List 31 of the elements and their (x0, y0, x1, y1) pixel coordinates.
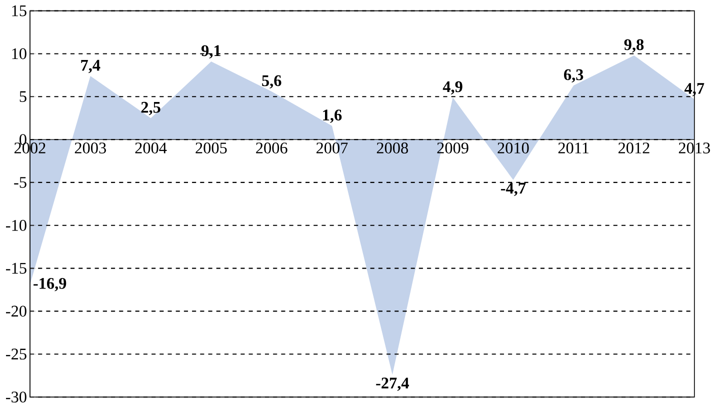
y-tick-label: -25 (6, 348, 26, 360)
x-tick-label: 2003 (74, 142, 106, 154)
x-tick-label: 2004 (135, 142, 167, 154)
data-label: 5,6 (262, 75, 282, 89)
x-tick-label: 2012 (618, 142, 650, 154)
data-label: -4,7 (500, 182, 526, 196)
x-tick-label: 2006 (256, 142, 288, 154)
data-label: -27,4 (376, 378, 409, 391)
y-tick-label: 5 (20, 91, 26, 102)
x-tick-label: 2005 (196, 142, 227, 154)
y-tick-label: 10 (12, 48, 26, 60)
y-tick-label: -15 (6, 262, 26, 274)
y-tick-label: -30 (6, 392, 26, 403)
data-label: 6,3 (564, 69, 584, 83)
data-label: 2,5 (141, 102, 160, 116)
y-tick-label: 15 (12, 5, 26, 16)
data-label: 1,6 (323, 110, 342, 123)
y-tick-label: -20 (6, 306, 26, 317)
x-tick-label: 2009 (437, 142, 468, 154)
x-tick-label: 2010 (498, 142, 529, 154)
y-tick-label: 0 (20, 134, 26, 146)
x-tick-label: 2011 (558, 142, 589, 154)
y-tick-label: -5 (14, 177, 26, 188)
data-label: 7,4 (81, 60, 100, 74)
y-tick-label: -10 (6, 220, 26, 231)
data-label: -16,9 (34, 278, 66, 292)
x-tick-label: 2008 (376, 142, 408, 154)
x-tick-label: 2007 (316, 142, 348, 154)
data-label: 9,8 (624, 39, 644, 53)
data-label: 4,9 (442, 81, 462, 95)
data-label: 9,1 (202, 45, 220, 59)
